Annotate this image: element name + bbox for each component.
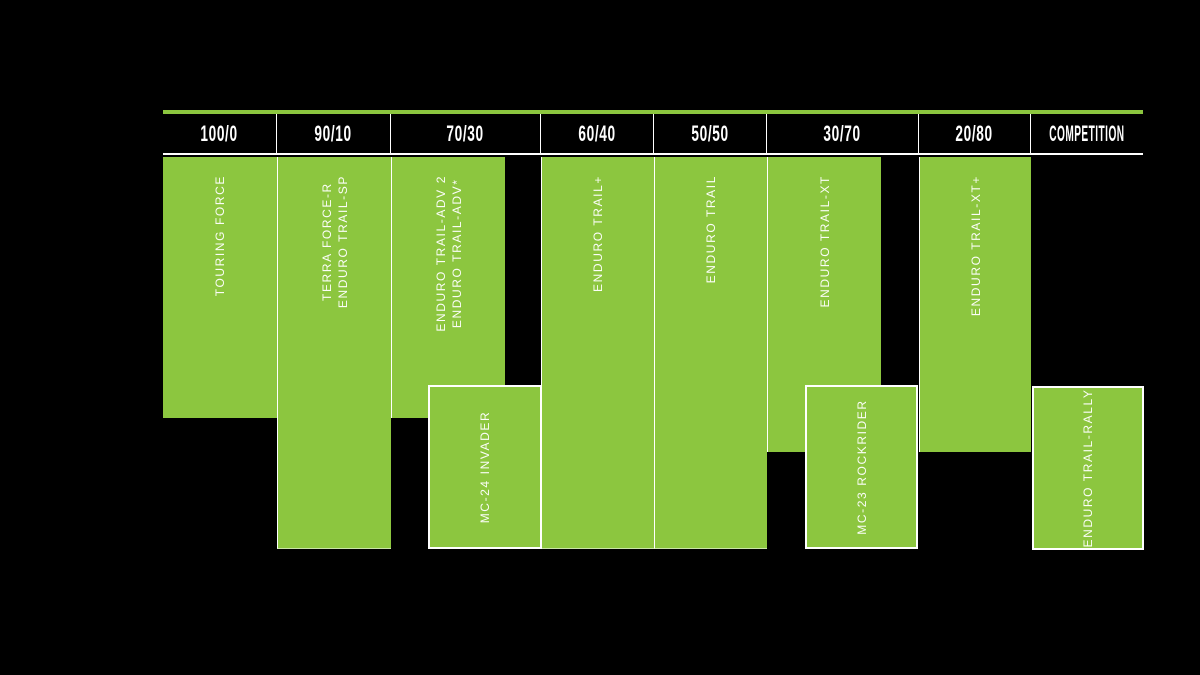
bar-label: ENDURO TRAIL-ADV 2 ENDURO TRAIL-ADV* (433, 175, 464, 332)
bar-enduro-trail-rally: ENDURO TRAIL-RALLY (1032, 386, 1144, 550)
bar-enduro-trail-plus: ENDURO TRAIL+ (541, 157, 654, 549)
bar-label: ENDURO TRAIL+ (591, 175, 605, 292)
bar-label: MC-23 ROCKRIDER (854, 399, 869, 535)
tire-positioning-chart: 100/0 90/10 70/30 60/40 50/50 30/70 20/8… (163, 110, 1144, 575)
column-header-50-50: 50/50 (654, 114, 767, 153)
bar-label: ENDURO TRAIL-RALLY (1081, 388, 1095, 548)
column-header-70-30: 70/30 (391, 114, 541, 153)
bar-label: ENDURO TRAIL (704, 175, 718, 284)
column-header-competition: COMPETITION (1049, 120, 1125, 146)
bar-mc-23-rockrider: MC-23 ROCKRIDER (805, 385, 918, 549)
column-header-60-40: 60/40 (541, 114, 654, 153)
bar-label: ENDURO TRAIL-XT+ (968, 175, 983, 317)
chart-top-accent-line (163, 110, 1143, 114)
bar-enduro-trail-adv: ENDURO TRAIL-ADV 2 ENDURO TRAIL-ADV* (391, 157, 505, 418)
bar-touring-force: TOURING FORCE (163, 157, 277, 418)
bar-enduro-trail-xt-plus: ENDURO TRAIL-XT+ (919, 157, 1031, 452)
bar-label: TERRA FORCE-R ENDURO TRAIL-SP (319, 175, 350, 309)
header-divider-line (163, 153, 1143, 155)
bar-label: MC-24 INVADER (478, 410, 492, 524)
bar-terra-force-r-enduro-trail-sp: TERRA FORCE-R ENDURO TRAIL-SP (277, 157, 391, 549)
column-header-20-80: 20/80 (919, 114, 1031, 153)
column-header-90-10: 90/10 (277, 114, 391, 153)
bar-mc-24-invader: MC-24 INVADER (428, 385, 542, 549)
bar-label: TOURING FORCE (213, 175, 227, 297)
column-header-100-0: 100/0 (163, 114, 277, 153)
bar-enduro-trail: ENDURO TRAIL (654, 157, 767, 549)
column-header-30-70: 30/70 (767, 114, 919, 153)
